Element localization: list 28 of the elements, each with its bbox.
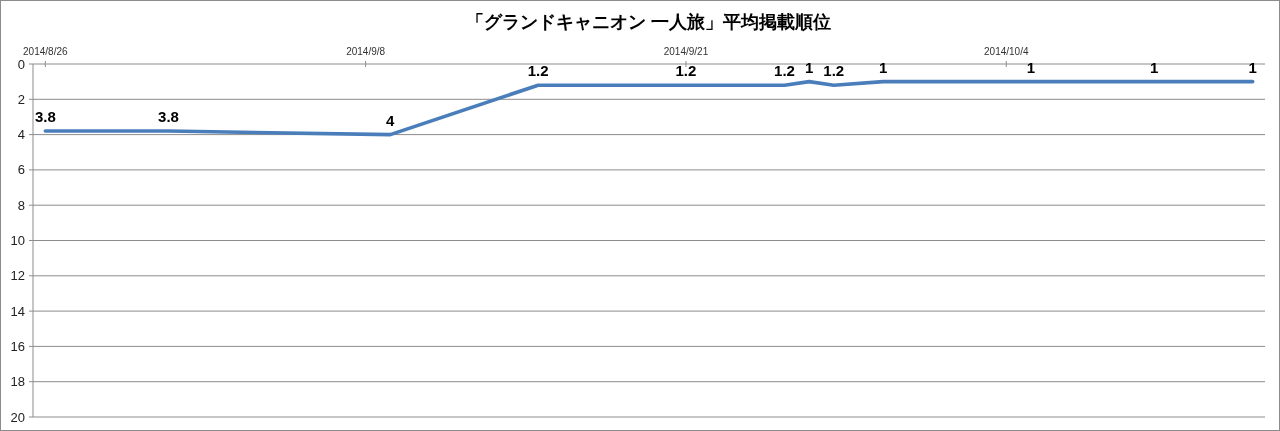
- ytick: 18: [10, 374, 25, 390]
- data-label: 1: [1026, 58, 1036, 76]
- data-label: 1.2: [774, 62, 795, 80]
- xtick: 2014/10/4: [984, 46, 1029, 57]
- title: 「グランドキャニオン 一人旅」平均掲載順位: [466, 12, 832, 32]
- data-label: 1.2: [823, 62, 845, 80]
- xtick: 2014/9/8: [346, 46, 386, 57]
- ytick: 12: [10, 268, 25, 284]
- ytick: 2: [17, 91, 25, 107]
- data-label: 3.8: [34, 108, 56, 126]
- data-label: 1.2: [675, 62, 697, 80]
- ytick: 14: [10, 303, 25, 319]
- data-label: 1: [1149, 58, 1159, 76]
- data-label: 3.8: [158, 108, 179, 126]
- data-label: 1.2: [527, 62, 549, 80]
- data-label: 1: [878, 58, 888, 76]
- ytick: 8: [17, 197, 25, 213]
- ytick: 10: [10, 233, 25, 248]
- data-label: 1: [805, 58, 814, 76]
- data-label: 4: [386, 111, 395, 129]
- ytick: 20: [10, 409, 25, 425]
- ytick: 16: [10, 338, 25, 354]
- xtick: 2014/8/26: [23, 46, 68, 57]
- ytick: 0: [17, 56, 25, 72]
- data-label: 1: [1248, 58, 1257, 76]
- xtick: 2014/9/21: [663, 46, 709, 57]
- ytick: 4: [17, 127, 25, 143]
- ytick: 6: [17, 162, 25, 178]
